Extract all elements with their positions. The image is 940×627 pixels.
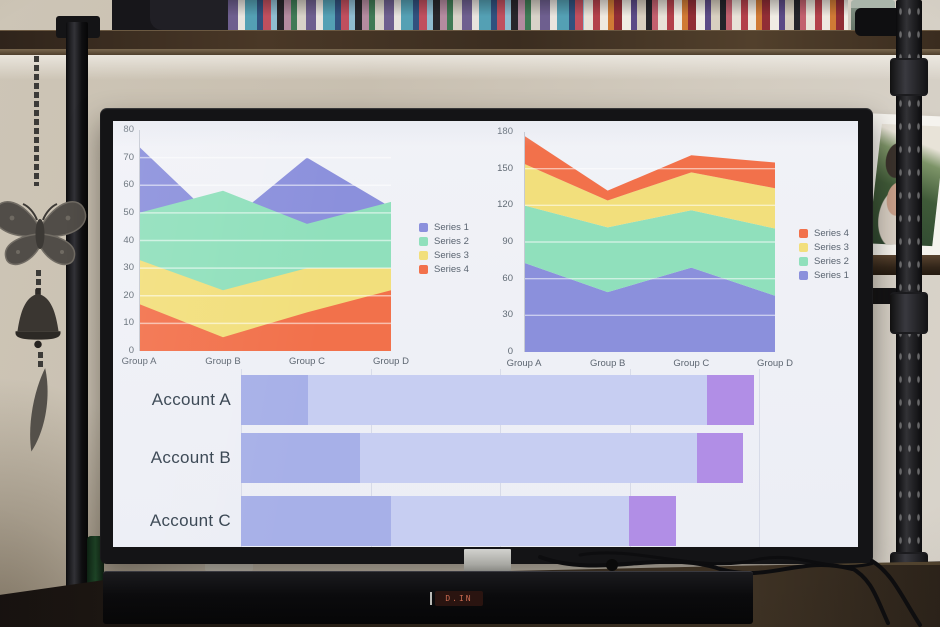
legend-label: Series 3 — [814, 241, 849, 253]
legend-swatch — [799, 228, 808, 238]
bar-row: Account C — [113, 496, 858, 546]
x-category-label: Group D — [757, 358, 793, 369]
legend-label: Series 4 — [434, 264, 469, 276]
legend-item: Series 2 — [799, 254, 849, 268]
chime-chain — [38, 352, 43, 370]
y-tick-label: 20 — [123, 289, 134, 301]
legend-item: Series 1 — [799, 269, 849, 283]
legend-swatch — [419, 265, 428, 275]
x-category-label: Group D — [373, 356, 409, 367]
legend-label: Series 3 — [434, 249, 469, 261]
bar-track — [241, 433, 759, 483]
bar-segment — [308, 375, 708, 425]
legend-label: Series 1 — [814, 270, 849, 282]
legend-item: Series 4 — [419, 263, 469, 277]
legend-swatch — [799, 242, 808, 252]
chime-chain — [34, 56, 39, 186]
y-tick-label: 0 — [128, 345, 134, 356]
legend-label: Series 4 — [814, 227, 849, 239]
legend-left-chart: Series 1 Series 2 Series 3 Series 4 — [419, 220, 469, 277]
soundbar: D.IN — [103, 571, 753, 624]
legend-item: Series 4 — [799, 226, 849, 240]
y-tick-label: 80 — [123, 124, 134, 135]
soundbar-display: D.IN — [430, 591, 483, 606]
bar-gridline — [629, 369, 631, 547]
wall-highlight — [0, 54, 940, 80]
y-tick-label: 60 — [123, 179, 134, 191]
legend-item: Series 3 — [799, 240, 849, 254]
legend-label: Series 2 — [814, 255, 849, 267]
x-category-label: Group A — [121, 356, 157, 367]
x-category-label: Group A — [506, 358, 542, 369]
y-tick-label: 50 — [123, 206, 134, 218]
y-tick-label: 60 — [502, 272, 513, 284]
bar-row: Account A — [113, 375, 858, 425]
y-tick-label: 150 — [497, 162, 513, 174]
legend-right-chart: Series 4 Series 3 Series 2 Series 1 — [799, 226, 849, 283]
bar-row: Account B — [113, 433, 858, 483]
legend-item: Series 3 — [419, 248, 469, 262]
soundbar-display-text: D.IN — [445, 594, 473, 603]
bar-row-label: Account B — [150, 448, 231, 467]
y-tick-label: 30 — [123, 262, 134, 274]
bar-segment — [241, 496, 392, 546]
wood-shelf-board — [0, 30, 940, 55]
y-tick-label: 120 — [497, 199, 513, 211]
legend-label: Series 2 — [434, 235, 469, 247]
bar-segment — [696, 433, 744, 483]
bar-segment — [241, 433, 361, 483]
legend-swatch — [419, 236, 428, 246]
tv-screen: 0 10 20 30 40 50 60 70 80 Group A Group B Group C G… — [113, 121, 858, 547]
television: 0 10 20 30 40 50 60 70 80 Group A Group B Group C G… — [100, 108, 873, 564]
bar-gridline — [500, 369, 501, 547]
bar-row-label: Account A — [151, 390, 231, 409]
green-bottle — [87, 536, 104, 594]
pipe-coupling — [890, 58, 928, 96]
bar-segment — [360, 433, 697, 483]
pipe-coupling — [890, 292, 928, 334]
bar-gridline — [241, 369, 242, 547]
bar-gridline — [370, 369, 372, 547]
bar-row-label: Account C — [149, 511, 231, 530]
bar-track — [241, 375, 759, 425]
pipe-post-left — [66, 22, 88, 590]
x-category-label: Group C — [673, 358, 710, 369]
legend-item: Series 1 — [419, 220, 469, 234]
bar-segment — [629, 496, 677, 546]
bar-segment — [391, 496, 630, 546]
legend-swatch — [419, 250, 428, 260]
x-category-label: Group C — [289, 356, 325, 367]
legend-label: Series 1 — [434, 221, 469, 233]
y-tick-label: 10 — [123, 317, 134, 329]
bar-gridline — [759, 369, 760, 547]
legend-swatch — [799, 271, 808, 281]
x-category-label: Group B — [589, 358, 626, 369]
y-tick-label: 70 — [123, 151, 134, 163]
y-tick-label: 40 — [123, 234, 134, 246]
legend-swatch — [419, 222, 428, 232]
y-tick-label: 0 — [507, 346, 513, 357]
y-tick-label: 180 — [497, 126, 513, 137]
chime-chain — [36, 270, 41, 290]
area-chart-right — [524, 132, 775, 352]
bar-track — [241, 496, 759, 546]
y-tick-label: 30 — [502, 309, 513, 321]
bar-segment — [707, 375, 754, 425]
bar-segment — [241, 375, 309, 425]
legend-swatch — [799, 256, 808, 266]
area-chart-left — [139, 130, 391, 351]
y-tick-label: 90 — [502, 236, 513, 247]
legend-item: Series 2 — [419, 234, 469, 248]
x-category-label: Group B — [205, 356, 241, 367]
cables — [538, 551, 922, 627]
